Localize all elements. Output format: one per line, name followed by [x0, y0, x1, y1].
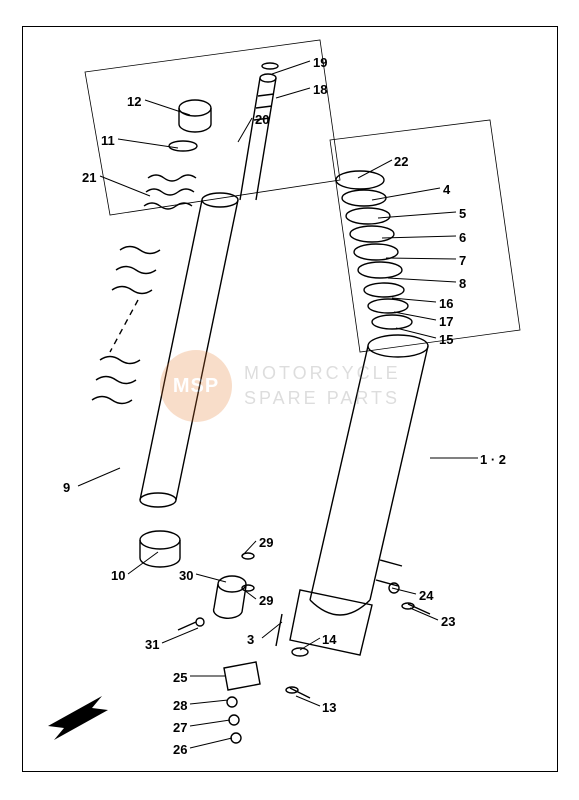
diagram-canvas: 12 11 21 19 18 20 22 4 5 6 7 8 16 17 15 …	[0, 0, 579, 800]
direction-arrow-icon	[30, 688, 120, 748]
leader-lines	[0, 0, 579, 800]
